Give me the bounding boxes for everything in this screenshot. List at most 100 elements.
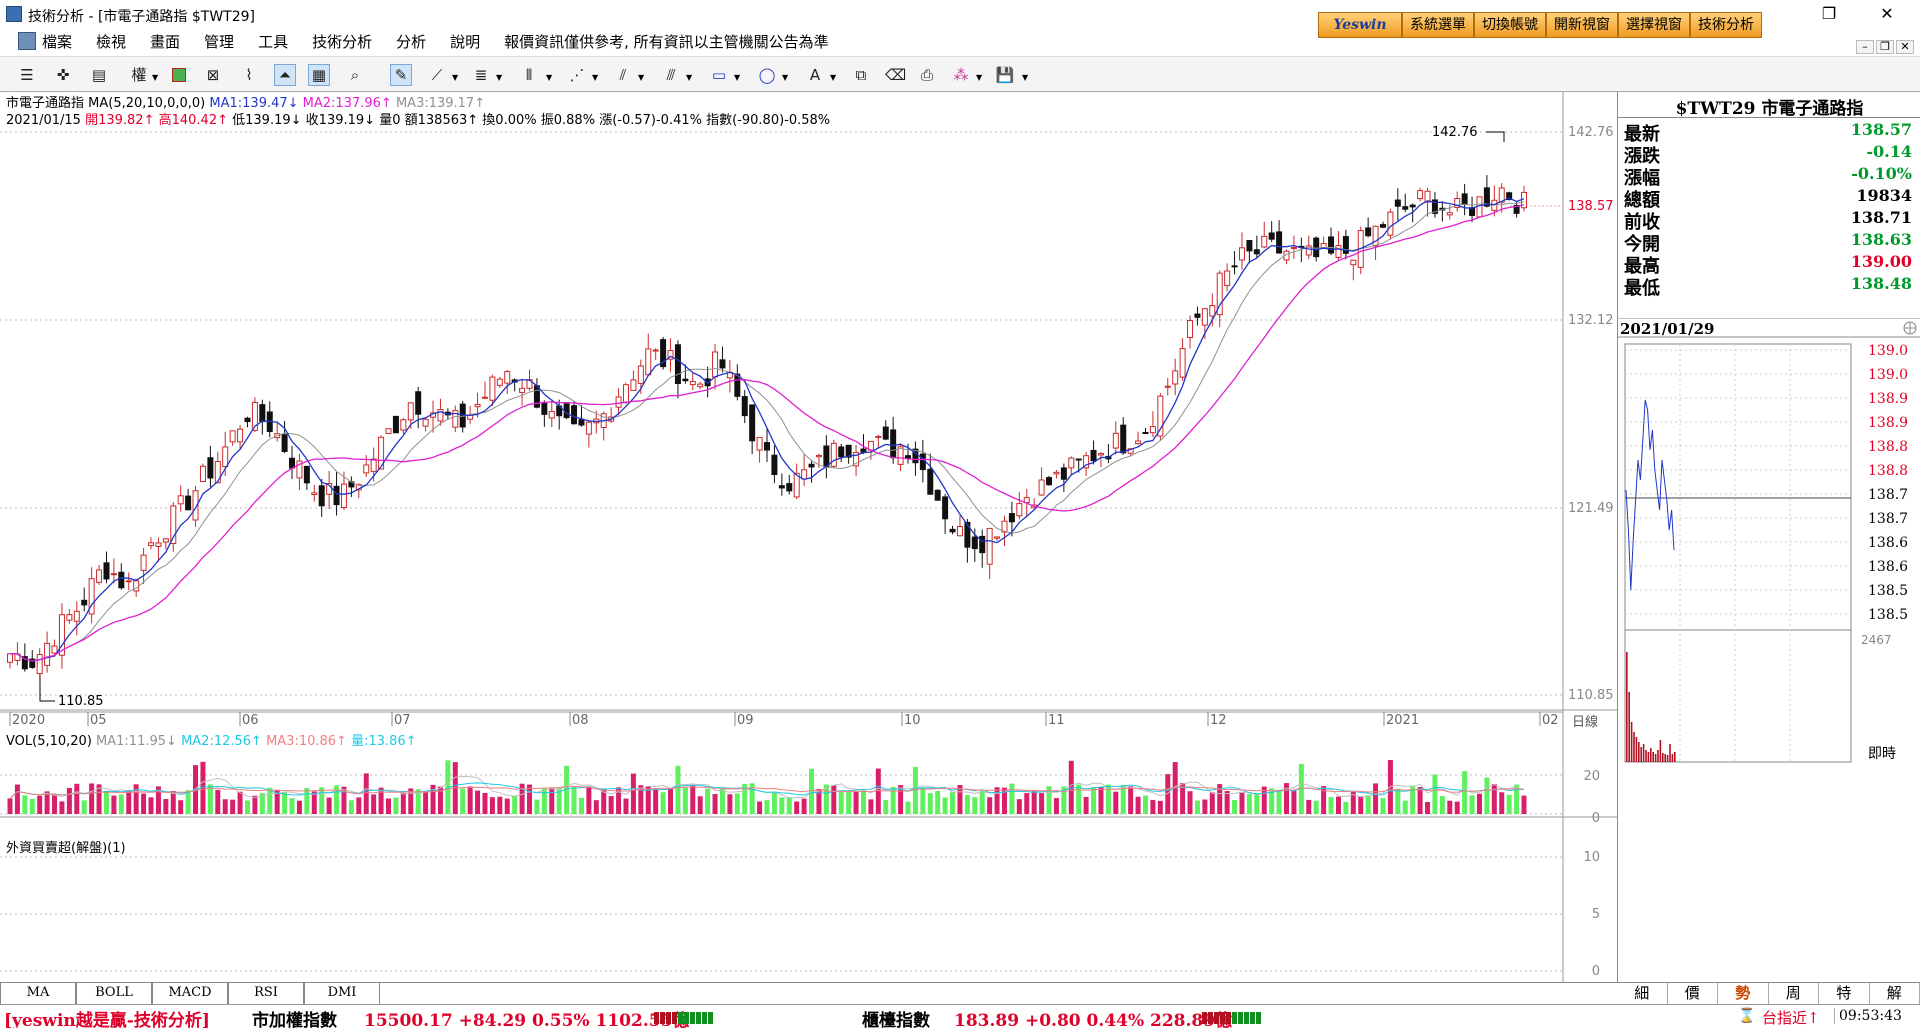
mdi-document-icon[interactable] <box>18 32 36 50</box>
side-tab-week[interactable]: 周 <box>1769 983 1819 1004</box>
volume-bar <box>1180 783 1186 814</box>
realtime-label[interactable]: 即時 <box>1868 746 1896 762</box>
copy-drawing-icon[interactable]: ⧉ <box>855 66 867 84</box>
close-window-icon[interactable]: ✕ <box>1880 4 1894 23</box>
vol-label[interactable]: VOL(5,10,20) <box>6 734 92 749</box>
weight-adjust-button[interactable]: 權 <box>131 66 147 84</box>
save-dropdown-icon[interactable]: ▼ <box>1022 73 1029 82</box>
volume-bar <box>437 786 443 814</box>
vertical-lines-icon[interactable]: ⦀ <box>525 66 533 84</box>
ellipse-dropdown-icon[interactable]: ▼ <box>782 73 789 82</box>
volume-bar <box>1306 799 1312 814</box>
bar-open: 開139.82↑ <box>85 113 155 128</box>
channel-dropdown-icon[interactable]: ▼ <box>686 73 693 82</box>
volume-bar <box>1328 797 1334 814</box>
technical-chart-panel[interactable]: 142.76 132.12 121.49 110.85 138.57 142.7… <box>0 92 1617 982</box>
volume-bar <box>1232 800 1238 814</box>
fibonacci-dropdown-icon[interactable]: ▼ <box>496 73 503 82</box>
rectangle-dropdown-icon[interactable]: ▼ <box>734 73 741 82</box>
screenshot-icon[interactable]: ⎙ <box>920 66 933 84</box>
tab-ma[interactable]: MA <box>0 983 76 1005</box>
crosshair-icon[interactable]: ✜ <box>56 66 70 84</box>
candle-body <box>986 527 993 565</box>
tab-dmi[interactable]: DMI <box>304 983 380 1005</box>
switch-account-button[interactable]: 切換帳號 <box>1474 12 1546 38</box>
candle-body <box>778 485 785 489</box>
save-icon[interactable]: 💾 <box>995 66 1015 84</box>
side-tab-analysis[interactable]: 解 <box>1870 983 1920 1004</box>
volume-bar <box>994 787 1000 814</box>
foreign-indicator-label[interactable]: 外資買賣超(解盤)(1) <box>6 841 126 856</box>
text-tool-icon[interactable]: A <box>809 66 821 84</box>
line-chart-icon[interactable]: ⌇ <box>245 66 253 84</box>
palette-dropdown-icon[interactable]: ▼ <box>976 73 983 82</box>
side-tab-price[interactable]: 價 <box>1668 983 1718 1004</box>
menu-screen[interactable]: 畫面 <box>150 32 181 51</box>
menu-technical-analysis[interactable]: 技術分析 <box>312 32 373 51</box>
tab-boll[interactable]: BOLL <box>76 983 152 1005</box>
mdi-close-icon[interactable]: ✕ <box>1896 40 1914 54</box>
system-menu-button[interactable]: 系統選單 <box>1402 12 1474 38</box>
menu-tools[interactable]: 工具 <box>258 32 289 51</box>
text-dropdown-icon[interactable]: ▼ <box>830 73 837 82</box>
side-tab-special[interactable]: 特 <box>1819 983 1870 1004</box>
chart-settings-icon[interactable]: ☰ <box>20 66 34 84</box>
fibonacci-icon[interactable]: ≣ <box>474 66 488 84</box>
trendline-icon[interactable]: ⟋ <box>431 66 443 84</box>
ma-params-label[interactable]: MA(5,20,10,0,0,0) <box>88 96 206 111</box>
candle-body <box>96 569 103 583</box>
yeswin-logo-button[interactable]: Yeswin <box>1318 12 1402 38</box>
technical-analysis-button[interactable]: 技術分析 <box>1690 12 1762 38</box>
volume-bar <box>1016 799 1022 814</box>
eraser-icon[interactable]: ⌫ <box>885 66 907 84</box>
fan-lines-dropdown-icon[interactable]: ▼ <box>592 73 599 82</box>
menu-file[interactable]: 檔案 <box>42 32 73 51</box>
tab-macd[interactable]: MACD <box>152 983 228 1005</box>
menu-analysis[interactable]: 分析 <box>396 32 427 51</box>
candle-body <box>845 444 852 458</box>
chart-canvas[interactable]: 142.76 132.12 121.49 110.85 138.57 142.7… <box>0 92 1617 982</box>
channel-icon[interactable]: ⫻ <box>666 66 676 84</box>
tab-rsi[interactable]: RSI <box>228 983 304 1005</box>
period-label[interactable]: 日線 <box>1572 714 1598 730</box>
parallel-lines-icon[interactable]: ⫽ <box>619 66 627 84</box>
volume-bar <box>1113 791 1119 814</box>
side-tab-trend[interactable]: 勢 <box>1718 983 1769 1004</box>
mdi-minimize-icon[interactable]: – <box>1856 40 1874 54</box>
menu-view[interactable]: 檢視 <box>96 32 127 51</box>
mdi-restore-icon[interactable]: ❐ <box>1876 40 1894 54</box>
candle-body <box>1149 426 1156 434</box>
vol-tick-0: 0 <box>1592 811 1600 826</box>
rectangle-icon[interactable]: ▭ <box>711 66 727 84</box>
side-tab-detail[interactable]: 細 <box>1617 983 1668 1004</box>
trendline-dropdown-icon[interactable]: ▼ <box>452 73 459 82</box>
candle-body <box>541 402 548 415</box>
intraday-chart[interactable]: 139.0 139.0 138.9 138.9 138.8 138.8 138.7 138.7… <box>1618 340 1920 778</box>
weight-dropdown-icon[interactable]: ▼ <box>152 73 159 82</box>
zoom-window-icon[interactable]: ⌕ <box>350 66 360 84</box>
volume-bar <box>44 791 50 814</box>
menu-help[interactable]: 說明 <box>450 32 481 51</box>
volume-bar <box>964 794 970 814</box>
trend-view-icon[interactable]: ⏶ <box>274 64 296 86</box>
new-window-button[interactable]: 開新視窗 <box>1546 12 1618 38</box>
fan-lines-icon[interactable]: ⋰ <box>569 66 585 84</box>
grid-layout-icon[interactable]: ▤ <box>91 66 107 84</box>
candle-color-icon[interactable] <box>168 64 190 86</box>
split-view-icon[interactable]: ▦ <box>308 64 330 86</box>
restore-window-icon[interactable]: ❐ <box>1821 4 1837 23</box>
color-palette-icon[interactable]: ⁂ <box>953 66 969 84</box>
remove-indicator-icon[interactable]: ⊠ <box>206 66 220 84</box>
select-window-button[interactable]: 選擇視窗 <box>1618 12 1690 38</box>
taiex-label[interactable]: 市加權指數 <box>252 1011 337 1028</box>
volume-bar <box>682 787 688 814</box>
futures-tip[interactable]: 台指近↑ <box>1762 1009 1820 1027</box>
draw-pencil-icon[interactable]: ✎ <box>390 64 412 86</box>
volume-bar <box>1024 793 1030 814</box>
otc-label[interactable]: 櫃檯指數 <box>862 1011 930 1028</box>
ellipse-icon[interactable]: ◯ <box>758 66 776 84</box>
candle-body <box>1224 270 1231 286</box>
menu-manage[interactable]: 管理 <box>204 32 235 51</box>
parallel-dropdown-icon[interactable]: ▼ <box>638 73 645 82</box>
vertical-lines-dropdown-icon[interactable]: ▼ <box>546 73 553 82</box>
